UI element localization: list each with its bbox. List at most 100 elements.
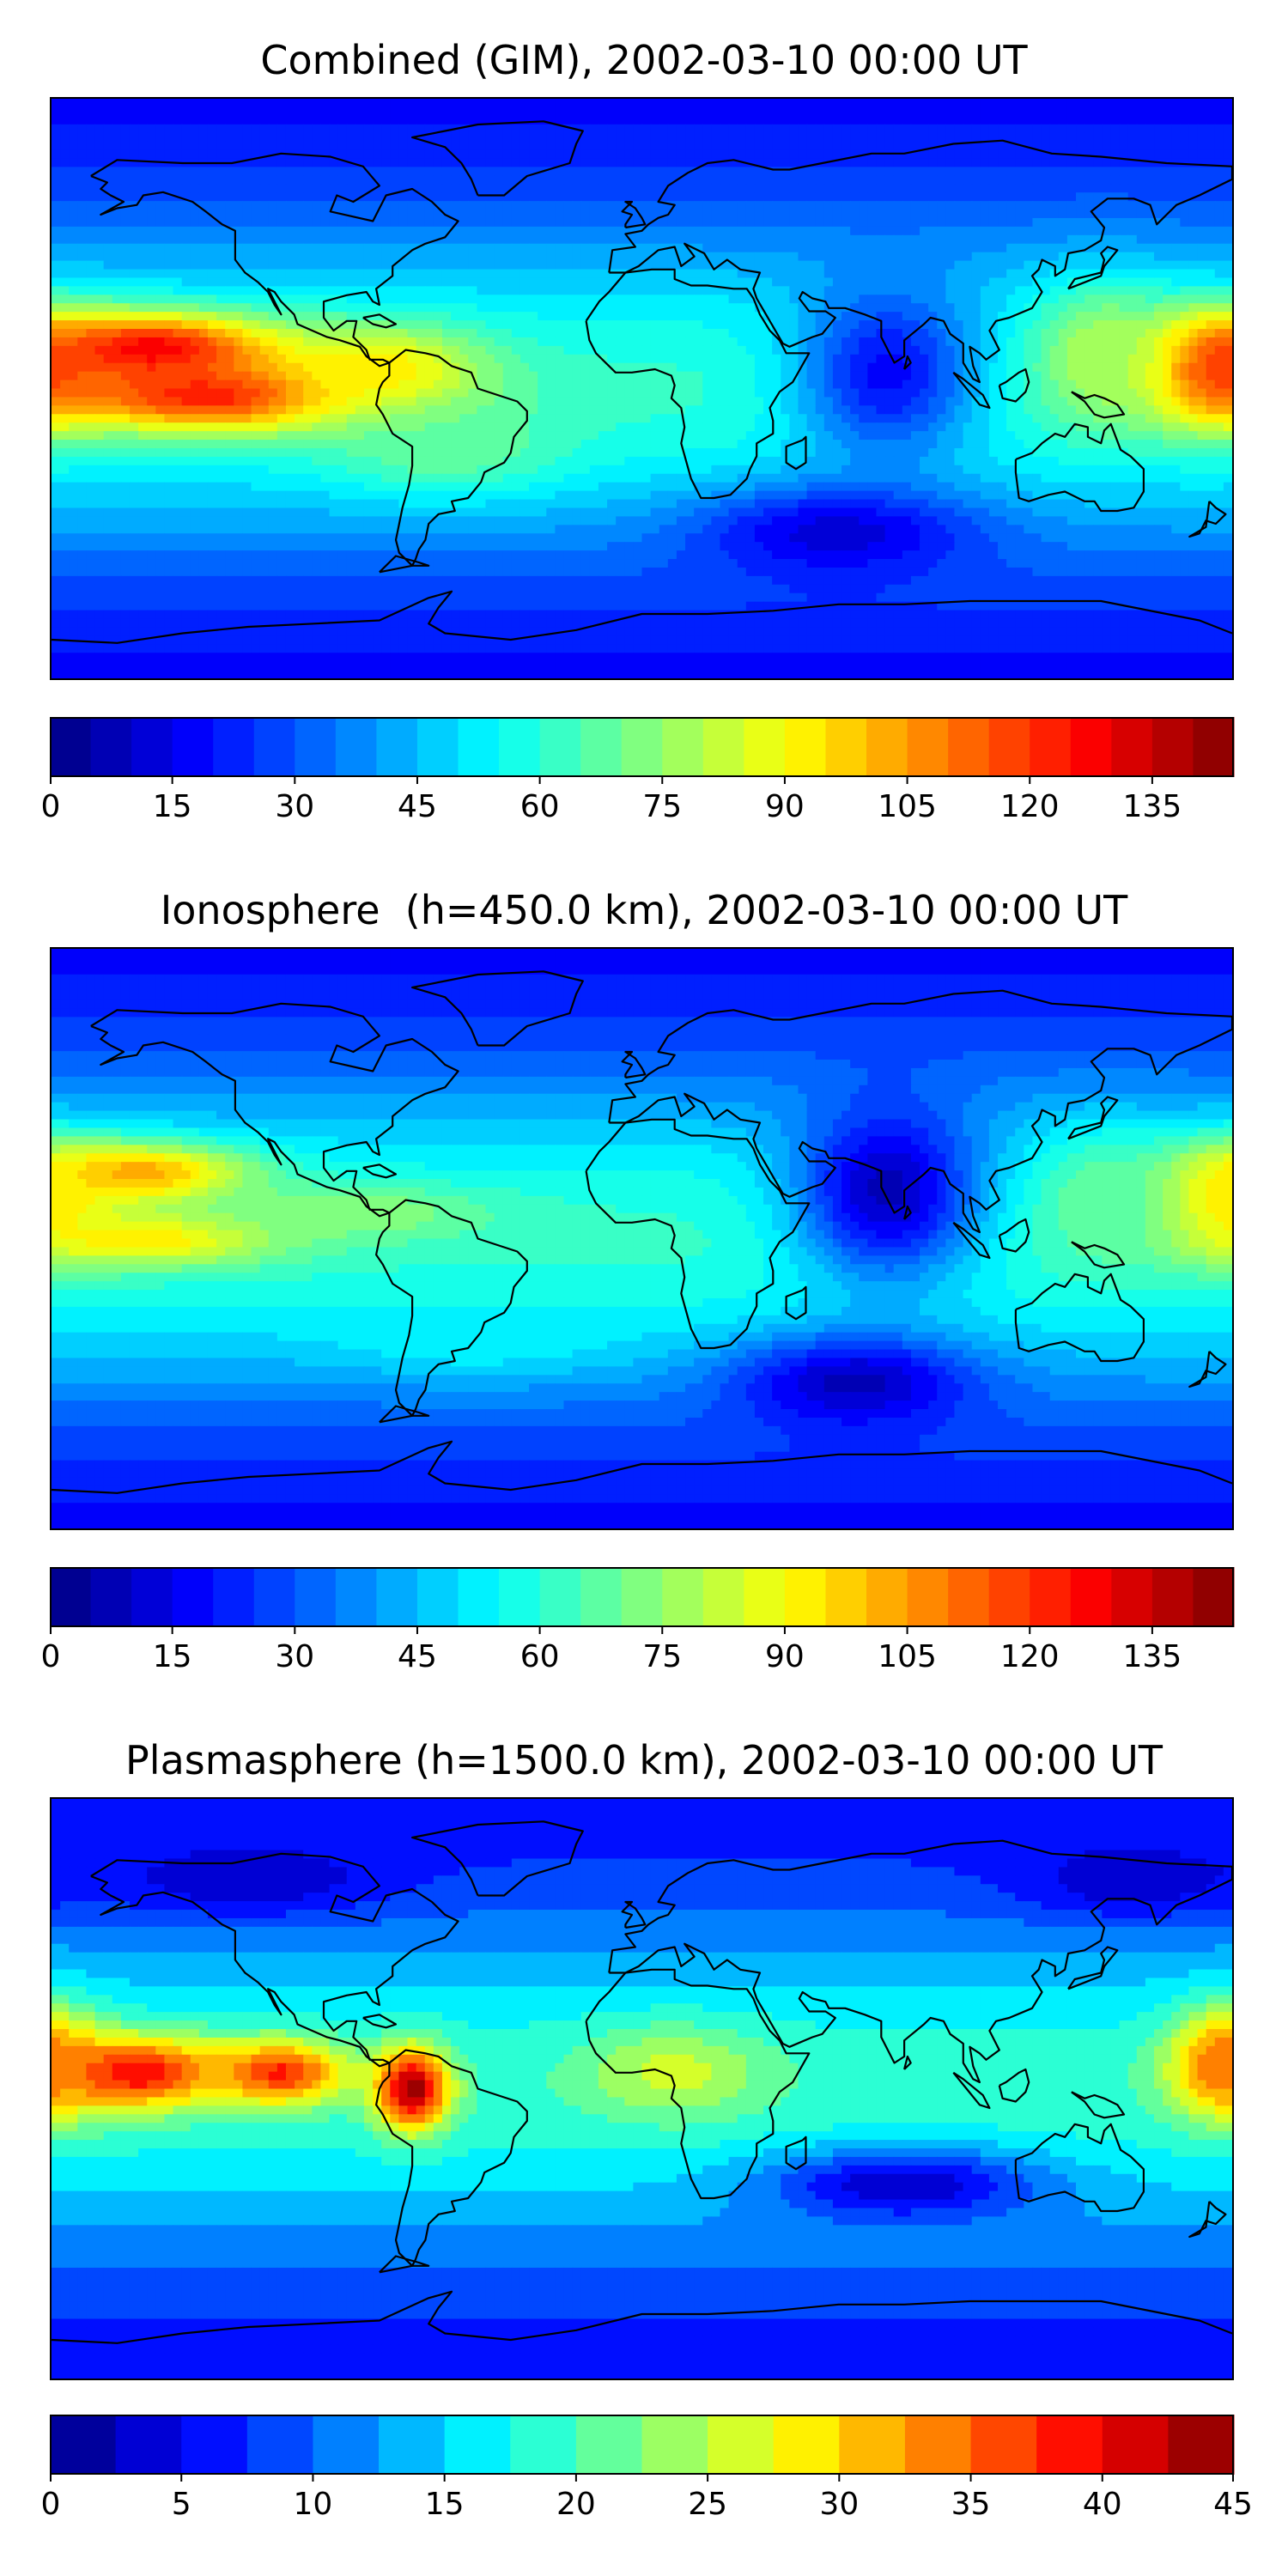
field-cell	[781, 252, 790, 262]
field-cell	[893, 234, 903, 245]
field-cell	[902, 380, 912, 390]
field-cell	[529, 362, 538, 373]
field-cell	[920, 115, 929, 125]
field-cell	[459, 371, 469, 381]
field-cell	[928, 260, 938, 270]
field-cell	[971, 380, 981, 390]
field-cell	[381, 354, 391, 364]
field-cell	[1223, 192, 1232, 202]
field-cell	[355, 115, 365, 125]
field-cell	[52, 192, 61, 202]
field-cell	[494, 320, 504, 330]
field-cell	[945, 124, 956, 134]
field-cell	[190, 234, 200, 245]
field-cell	[1154, 388, 1163, 398]
field-cell	[841, 184, 851, 193]
field-cell	[312, 277, 322, 287]
field-cell	[94, 217, 105, 228]
field-cell	[572, 295, 582, 304]
field-cell	[598, 269, 608, 279]
field-cell	[511, 99, 521, 108]
field-cell	[1206, 345, 1216, 355]
field-cell	[468, 286, 477, 295]
field-cell	[1188, 329, 1199, 338]
field-cell	[538, 141, 547, 151]
field-cell	[285, 362, 295, 373]
field-cell	[173, 295, 183, 304]
field-cell	[815, 380, 825, 390]
field-cell	[363, 234, 374, 245]
field-cell	[129, 303, 139, 313]
field-cell	[485, 234, 495, 245]
field-cell	[459, 269, 469, 279]
field-cell	[407, 158, 417, 168]
field-cell	[112, 362, 122, 373]
field-cell	[850, 320, 860, 330]
field-cell	[1180, 167, 1190, 176]
field-cell	[694, 295, 703, 304]
field-cell	[823, 201, 834, 210]
field-cell	[407, 295, 417, 304]
field-cell	[1049, 252, 1060, 262]
field-cell	[164, 234, 174, 245]
field-cell	[607, 405, 617, 415]
field-cell	[624, 99, 634, 108]
field-cell	[867, 234, 878, 245]
field-cell	[1032, 345, 1042, 355]
field-cell	[980, 124, 990, 134]
field-cell	[112, 405, 122, 415]
field-cell	[1093, 192, 1103, 202]
field-cell	[390, 277, 400, 287]
field-cell	[363, 252, 374, 262]
field-cell	[694, 371, 703, 381]
field-cell	[1110, 371, 1121, 381]
field-cell	[650, 226, 660, 236]
field-cell	[702, 303, 712, 313]
field-cell	[120, 149, 131, 160]
field-cell	[1206, 295, 1216, 304]
field-cell	[259, 329, 270, 338]
field-cell	[676, 167, 686, 176]
field-cell	[988, 371, 999, 381]
field-cell	[138, 303, 148, 313]
field-cell	[1136, 115, 1146, 125]
field-cell	[198, 269, 209, 279]
field-cell	[980, 192, 990, 202]
field-cell	[511, 371, 521, 381]
field-cell	[781, 295, 790, 304]
field-cell	[641, 312, 652, 321]
field-cell	[850, 388, 860, 398]
field-cell	[1197, 337, 1207, 347]
field-cell	[242, 158, 252, 168]
field-cell	[519, 329, 530, 338]
field-cell	[711, 362, 721, 373]
field-cell	[312, 132, 322, 143]
field-cell	[1102, 371, 1112, 381]
field-cell	[963, 234, 973, 245]
field-cell	[276, 99, 287, 108]
field-cell	[798, 362, 808, 373]
field-cell	[1084, 201, 1094, 210]
field-cell	[607, 149, 617, 160]
field-cell	[650, 192, 660, 202]
field-cell	[1093, 286, 1103, 295]
field-cell	[268, 354, 278, 364]
field-cell	[268, 201, 278, 210]
field-cell	[1163, 234, 1172, 245]
field-cell	[607, 217, 617, 228]
field-cell	[555, 312, 565, 321]
field-cell	[477, 234, 487, 245]
field-cell	[745, 329, 756, 338]
field-cell	[1041, 201, 1051, 210]
field-cell	[1058, 167, 1068, 176]
field-cell	[164, 99, 174, 108]
field-cell	[259, 286, 270, 295]
field-cell	[798, 175, 808, 185]
field-cell	[373, 149, 382, 160]
field-cell	[155, 149, 166, 160]
field-cell	[234, 277, 244, 287]
field-cell	[823, 175, 834, 185]
field-cell	[963, 252, 973, 262]
field-cell	[173, 337, 183, 347]
field-cell	[329, 269, 339, 279]
